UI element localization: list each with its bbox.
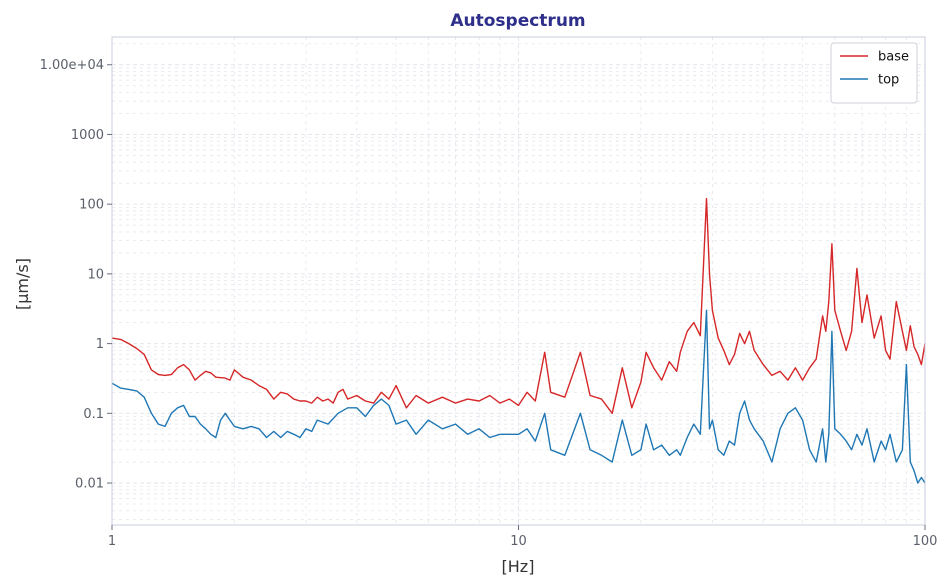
y-axis-label: [µm/s] (13, 258, 32, 310)
y-tick-label: 0.01 (75, 477, 104, 492)
legend-box (830, 42, 918, 104)
plot-area (111, 198, 926, 484)
series-line-base (111, 198, 926, 414)
y-tick-label: 100 (79, 198, 104, 213)
y-tick-label: 1.00e+04 (40, 58, 104, 73)
x-axis-label: [Hz] (502, 557, 535, 576)
y-tick-label: 1 (96, 337, 104, 352)
x-tick-label: 100 (913, 534, 938, 549)
x-tick-label: 10 (510, 534, 527, 549)
y-tick-label: 10 (87, 267, 104, 282)
series-line-top (111, 309, 926, 484)
y-tick-label: 1000 (71, 128, 104, 143)
chart-title: Autospectrum (450, 11, 585, 31)
legend-label-top: top (878, 73, 899, 88)
axes: 1 10 100 0.01 0.1 1 10 100 1000 1.00e+04 (40, 36, 938, 549)
y-tick-label: 0.1 (83, 407, 104, 422)
legend: base top (830, 42, 918, 104)
legend-label-base: base (878, 50, 909, 65)
x-tick-label: 1 (108, 534, 116, 549)
